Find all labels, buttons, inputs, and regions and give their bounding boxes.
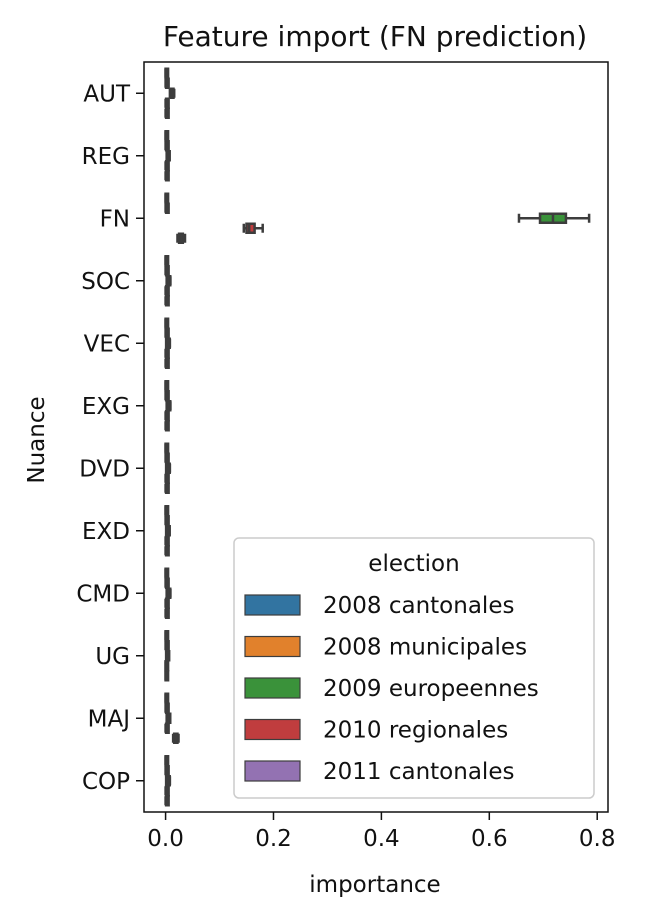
box-reg-0 [164, 130, 170, 142]
legend-swatch [244, 760, 301, 782]
x-tick-label: 0.2 [255, 826, 292, 852]
box-exd-1 [164, 515, 170, 527]
box-soc-4 [164, 295, 170, 307]
box-cmd-2 [165, 587, 172, 599]
y-tick-label-vec: VEC [84, 331, 130, 357]
y-tick-label-dvd: DVD [79, 456, 130, 482]
box-cop-1 [164, 765, 170, 777]
box-cop-4 [164, 795, 170, 807]
box-aut-0 [164, 67, 170, 79]
legend: election 2008 cantonales 2008 municipales 2… [233, 537, 595, 799]
box-exd-2 [164, 525, 171, 537]
box-maj-1 [164, 702, 170, 714]
box-ug-1 [164, 640, 170, 652]
box-fn-3 [242, 222, 264, 234]
box-cmd-0 [164, 567, 170, 579]
box-fn-2 [517, 212, 591, 224]
box-maj-0 [164, 692, 170, 704]
box-cop-2 [164, 775, 172, 787]
legend-swatch [244, 718, 301, 741]
box-fn-4 [176, 232, 187, 244]
box-ug-2 [164, 650, 171, 662]
y-tick-label-ug: UG [95, 644, 130, 670]
box-dvd-4 [164, 482, 170, 494]
box-dvd-1 [164, 452, 170, 464]
box-vec-0 [164, 317, 170, 329]
box-reg-1 [164, 140, 170, 152]
box-reg-4 [164, 170, 170, 182]
box-maj-2 [165, 712, 172, 724]
box-dvd-0 [164, 442, 170, 454]
chart-title: Feature import (FN prediction) [163, 20, 587, 53]
y-tick-label-exg: EXG [82, 394, 130, 420]
plot-axes: 0.0 0.2 0.4 0.6 0.8 AUT REG FN SOC VEC EXG DVD EXD CM… [76, 61, 616, 852]
y-tick-label-cop: COP [82, 769, 130, 795]
box-ug-3 [164, 660, 170, 672]
box-exg-1 [164, 390, 170, 402]
box-cmd-3 [164, 597, 170, 609]
y-axis-label: Nuance [24, 396, 50, 483]
box-exd-4 [164, 545, 170, 557]
box-exg-3 [164, 410, 170, 422]
box-fn-0 [164, 192, 170, 204]
x-tick-label: 0.6 [471, 826, 508, 852]
legend-entry-label: 2009 europeennes [323, 676, 539, 702]
box-exd-3 [164, 535, 170, 547]
box-dvd-2 [164, 462, 172, 474]
box-cmd-4 [164, 607, 170, 619]
box-ug-0 [164, 630, 170, 642]
legend-frame [233, 537, 595, 799]
legend-entry-label: 2008 cantonales [323, 593, 514, 619]
box-series-group [164, 67, 591, 807]
box-exg-2 [165, 400, 172, 412]
iqr-box [245, 222, 256, 234]
y-tick-label-fn: FN [100, 206, 130, 232]
y-tick-label-reg: REG [82, 144, 130, 170]
y-tick-label-aut: AUT [83, 81, 131, 107]
box-vec-4 [164, 357, 170, 369]
box-maj-3 [164, 722, 170, 734]
box-fn-1 [164, 202, 170, 214]
x-axis-label: importance [309, 872, 440, 898]
box-exg-0 [164, 380, 170, 392]
y-tick-label-cmd: CMD [76, 581, 130, 607]
box-cop-3 [164, 785, 170, 797]
legend-swatch [244, 594, 301, 616]
legend-entry-label: 2008 municipales [323, 635, 527, 661]
box-aut-2 [168, 87, 176, 99]
box-soc-1 [164, 265, 170, 277]
box-reg-2 [165, 150, 171, 162]
box-vec-3 [164, 347, 170, 359]
box-ug-4 [164, 670, 170, 682]
box-dvd-3 [164, 472, 170, 484]
y-tick-label-exd: EXD [82, 519, 130, 545]
box-soc-0 [164, 255, 170, 267]
box-exd-0 [164, 505, 170, 517]
y-tick-label-maj: MAJ [88, 706, 130, 732]
box-aut-3 [164, 97, 170, 109]
legend-swatch [244, 677, 301, 699]
x-tick-label: 0.4 [363, 826, 400, 852]
plot-frame [143, 61, 609, 813]
box-cop-0 [164, 755, 170, 767]
box-cmd-1 [164, 577, 170, 589]
box-maj-4 [171, 732, 180, 744]
box-aut-4 [164, 107, 170, 119]
box-reg-3 [164, 160, 170, 172]
legend-entry-label: 2010 regionales [323, 718, 508, 744]
box-aut-1 [164, 77, 170, 89]
box-soc-3 [164, 285, 170, 297]
x-tick-label: 0.0 [147, 826, 184, 852]
x-tick-label: 0.8 [579, 826, 616, 852]
box-exg-4 [164, 420, 170, 432]
legend-title: election [368, 551, 459, 577]
box-vec-1 [164, 327, 170, 339]
y-tick-label-soc: SOC [81, 269, 130, 295]
box-soc-2 [165, 275, 172, 287]
legend-entry-label: 2011 cantonales [323, 759, 514, 785]
legend-swatch [244, 635, 301, 658]
box-vec-2 [164, 337, 172, 349]
